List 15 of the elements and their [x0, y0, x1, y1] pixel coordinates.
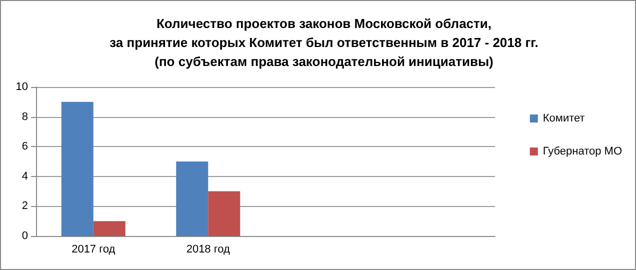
bar — [93, 221, 126, 236]
chart-title: Количество проектов законов Московской области, за принятие которых Комитет был ответственным в 2017 - 2018 гг. (по субъектам права законодательной инициативы) — [110, 16, 538, 69]
legend-label: Губернатор МО — [542, 146, 622, 158]
y-tick-label: 4 — [22, 170, 28, 182]
y-tick-label: 2 — [22, 200, 28, 212]
legend-label: Комитет — [542, 112, 585, 124]
x-tick-label: 2018 год — [186, 244, 230, 256]
bar — [176, 162, 208, 236]
bar — [61, 102, 94, 236]
y-tick-label: 10 — [16, 81, 28, 93]
bar — [208, 191, 240, 236]
y-tick-label: 8 — [22, 110, 28, 123]
y-tick-label: 0 — [22, 230, 28, 242]
y-tick-label: 6 — [22, 140, 28, 153]
x-tick-label: 2017 год — [72, 244, 116, 256]
